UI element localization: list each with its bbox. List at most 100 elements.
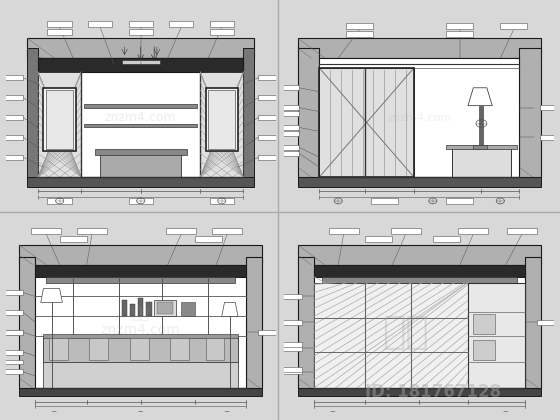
- Bar: [38, 58, 244, 177]
- Bar: [146, 302, 152, 316]
- Bar: [77, 412, 107, 417]
- Bar: [4, 75, 23, 80]
- Bar: [314, 283, 468, 388]
- Bar: [346, 23, 374, 29]
- Bar: [258, 135, 277, 140]
- Text: ID: 181767128: ID: 181767128: [365, 383, 501, 401]
- Bar: [283, 368, 302, 373]
- Bar: [122, 300, 127, 316]
- Bar: [258, 75, 277, 80]
- Bar: [44, 334, 238, 338]
- Bar: [35, 265, 246, 277]
- Bar: [206, 88, 238, 151]
- Bar: [4, 370, 23, 374]
- Bar: [283, 341, 302, 346]
- Bar: [319, 68, 414, 177]
- Bar: [246, 257, 262, 388]
- Bar: [280, 145, 299, 150]
- Bar: [365, 236, 392, 242]
- Bar: [49, 338, 68, 360]
- Bar: [283, 346, 302, 351]
- Bar: [258, 95, 277, 100]
- Bar: [212, 228, 242, 234]
- Bar: [27, 177, 254, 187]
- Bar: [298, 38, 541, 58]
- Bar: [468, 283, 525, 388]
- Text: znzm4.com: znzm4.com: [105, 111, 176, 124]
- Bar: [4, 155, 23, 160]
- Bar: [258, 115, 277, 120]
- Bar: [27, 48, 38, 177]
- Bar: [329, 228, 358, 234]
- Bar: [298, 48, 319, 177]
- Polygon shape: [41, 289, 62, 302]
- Bar: [209, 29, 234, 35]
- Text: znzm4.com: znzm4.com: [387, 113, 451, 123]
- Bar: [44, 336, 238, 362]
- Bar: [244, 48, 254, 177]
- Bar: [431, 412, 461, 417]
- Bar: [130, 338, 149, 360]
- Bar: [4, 135, 23, 140]
- Bar: [35, 265, 246, 388]
- Bar: [206, 338, 225, 360]
- Bar: [283, 370, 302, 374]
- Bar: [4, 330, 23, 335]
- Bar: [38, 58, 244, 72]
- Bar: [283, 320, 302, 325]
- Bar: [38, 72, 81, 177]
- Bar: [19, 388, 262, 396]
- Bar: [4, 95, 23, 100]
- Bar: [459, 228, 488, 234]
- Bar: [129, 21, 153, 27]
- Bar: [258, 155, 277, 160]
- Bar: [298, 388, 541, 396]
- Bar: [84, 104, 198, 108]
- Bar: [90, 338, 108, 360]
- Text: 知来: 知来: [382, 313, 429, 351]
- Bar: [122, 60, 160, 64]
- Bar: [364, 412, 394, 417]
- Bar: [473, 145, 487, 149]
- Bar: [154, 300, 176, 316]
- Text: 知来
znzm4.com: 知来 znzm4.com: [101, 307, 180, 337]
- Bar: [88, 21, 113, 27]
- Bar: [319, 58, 519, 177]
- Bar: [4, 349, 23, 354]
- Bar: [280, 111, 299, 116]
- Bar: [169, 21, 193, 27]
- Bar: [298, 245, 541, 265]
- Bar: [473, 340, 495, 360]
- Bar: [4, 115, 23, 120]
- Bar: [48, 198, 72, 204]
- Bar: [452, 147, 511, 177]
- Bar: [4, 330, 23, 335]
- Bar: [433, 236, 460, 242]
- Bar: [446, 31, 473, 37]
- Bar: [539, 135, 558, 140]
- Bar: [298, 257, 314, 388]
- Bar: [473, 314, 495, 334]
- Bar: [84, 123, 198, 128]
- Bar: [129, 29, 153, 35]
- Bar: [46, 90, 73, 149]
- Bar: [479, 106, 483, 145]
- Bar: [525, 257, 541, 388]
- Bar: [4, 360, 23, 365]
- Bar: [280, 105, 299, 110]
- Bar: [209, 21, 234, 27]
- Bar: [280, 151, 299, 156]
- Bar: [19, 257, 35, 388]
- Bar: [46, 277, 235, 283]
- Bar: [27, 38, 254, 58]
- Bar: [4, 290, 23, 295]
- Bar: [319, 68, 414, 177]
- Bar: [100, 153, 181, 177]
- Bar: [77, 228, 107, 234]
- Bar: [166, 228, 196, 234]
- Bar: [258, 330, 277, 335]
- Bar: [195, 236, 222, 242]
- Bar: [200, 72, 244, 177]
- Polygon shape: [468, 88, 492, 106]
- Bar: [539, 105, 558, 110]
